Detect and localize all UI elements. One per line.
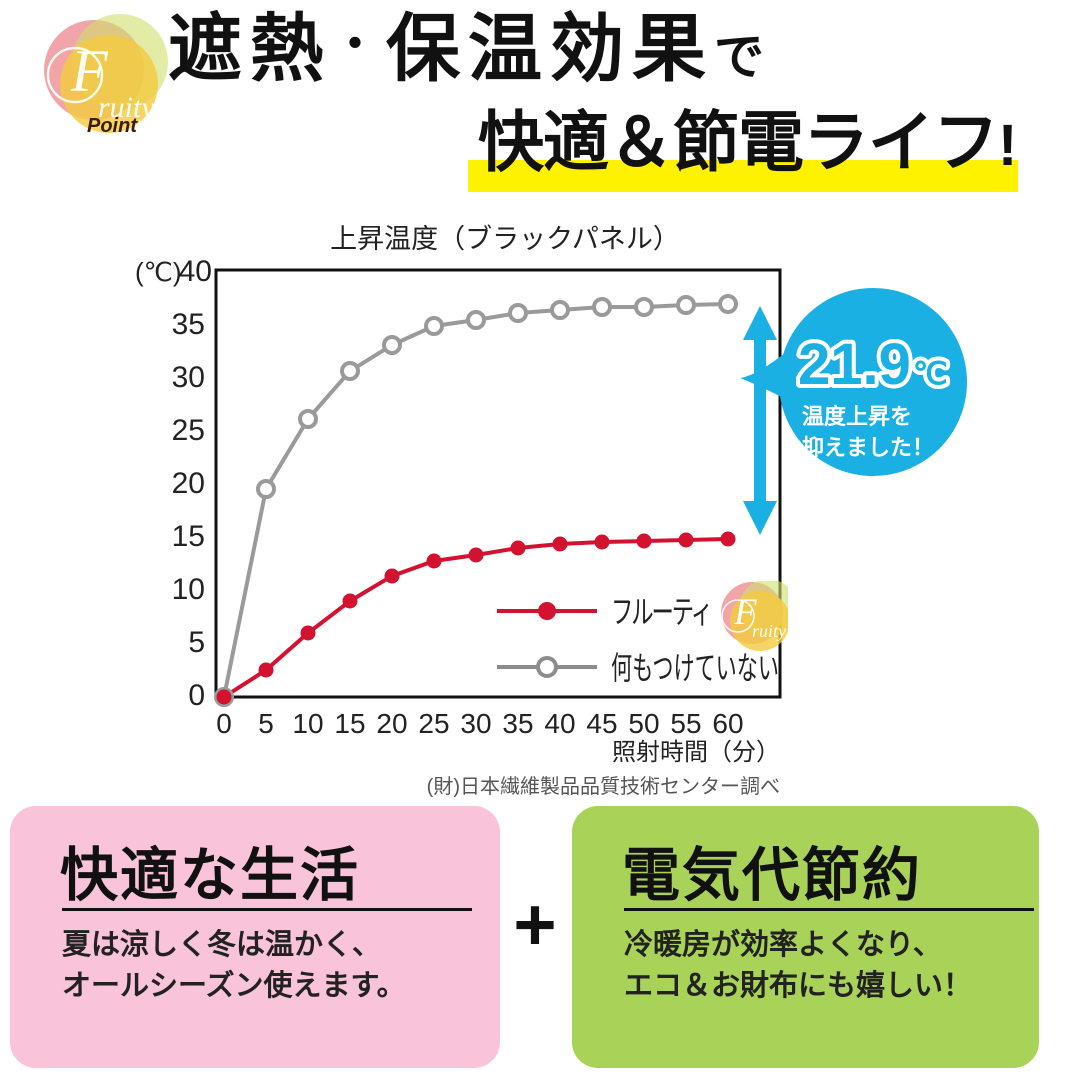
svg-text:照射時間（分）: 照射時間（分）	[612, 739, 780, 766]
svg-text:0: 0	[216, 708, 232, 739]
svg-text:5: 5	[258, 708, 274, 739]
svg-text:(℃): (℃)	[135, 257, 182, 287]
svg-text:30: 30	[460, 708, 491, 739]
svg-text:50: 50	[628, 708, 659, 739]
svg-text:15: 15	[172, 520, 205, 553]
svg-text:55: 55	[670, 708, 701, 739]
svg-text:60: 60	[712, 708, 743, 739]
svg-text:10: 10	[292, 708, 323, 739]
svg-text:35: 35	[172, 308, 205, 341]
svg-text:45: 45	[586, 708, 617, 739]
svg-text:25: 25	[172, 414, 205, 447]
svg-text:20: 20	[376, 708, 407, 739]
svg-text:25: 25	[418, 708, 449, 739]
svg-text:30: 30	[172, 361, 205, 394]
svg-text:ruity: ruity	[752, 621, 786, 641]
svg-text:抑えました！: 抑えました！	[802, 435, 934, 460]
svg-text:40: 40	[544, 708, 575, 739]
svg-text:0: 0	[188, 679, 205, 712]
svg-text:15: 15	[334, 708, 365, 739]
svg-text:何もつけていない: 何もつけていない	[611, 650, 779, 686]
svg-text:35: 35	[502, 708, 533, 739]
svg-text:上昇温度（ブラックパネル）: 上昇温度（ブラックパネル）	[330, 224, 680, 254]
svg-text:40: 40	[179, 255, 212, 288]
svg-text:10: 10	[172, 573, 205, 606]
svg-text:5: 5	[188, 626, 205, 659]
svg-text:(財)日本繊維製品品質技術センター調べ: (財)日本繊維製品品質技術センター調べ	[427, 775, 780, 798]
svg-text:20: 20	[172, 467, 205, 500]
svg-text:温度上昇を: 温度上昇を	[802, 404, 912, 429]
svg-text:フルーティ: フルーティ	[611, 594, 711, 630]
